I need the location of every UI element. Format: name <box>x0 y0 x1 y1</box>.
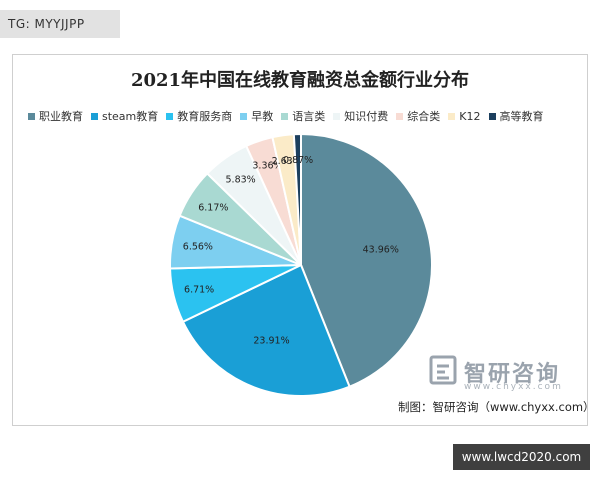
slice-value-label: 43.96% <box>363 245 399 256</box>
slice-value-label: 5.83% <box>226 174 256 185</box>
chart-credit: 制图：智研咨询（www.chyxx.com） <box>398 400 595 414</box>
legend-swatch <box>281 112 289 120</box>
legend-item: 职业教育 <box>28 108 83 124</box>
watermark-name: 智研咨询 <box>464 362 561 387</box>
legend-label: 教育服务商 <box>177 110 233 123</box>
legend-label: 高等教育 <box>499 110 544 123</box>
chart-title: 2021年中国在线教育融资总金额行业分布 <box>130 70 470 91</box>
legend-label: 语言类 <box>292 110 326 123</box>
legend-label: 知识付费 <box>344 110 389 123</box>
legend-label: 早教 <box>251 110 274 123</box>
pie-slice <box>181 263 351 397</box>
tg-badge: TG: MYYJJPP <box>0 10 120 38</box>
legend-swatch <box>28 112 35 120</box>
legend-item: 早教 <box>240 108 273 124</box>
legend-swatch <box>240 112 248 120</box>
legend-swatch <box>91 112 98 120</box>
legend-swatch <box>333 112 341 120</box>
legend-item: 综合类 <box>396 108 440 124</box>
slice-value-label: 2.63% <box>272 156 302 167</box>
pie-slice <box>292 132 302 266</box>
slice-value-label: 0.87% <box>283 155 313 166</box>
legend-item: K12 <box>448 109 481 123</box>
slice-value-label: 3.36% <box>252 161 282 172</box>
slice-value-label: 6.17% <box>198 203 228 214</box>
watermark-url: www.chyxx.com <box>464 382 563 392</box>
watermark-logo: 智研咨询 www.chyxx.com <box>428 354 598 394</box>
legend-label: K12 <box>459 109 481 123</box>
legend-item: 高等教育 <box>488 108 544 124</box>
legend-swatch <box>488 112 496 120</box>
legend-swatch <box>396 112 404 120</box>
legend-label: steam教育 <box>102 110 159 123</box>
legend-item: 教育服务商 <box>166 108 232 124</box>
chart-legend: 职业教育 steam教育 教育服务商 早教 语言类 知识付费 综合类 K12 高等教育 <box>28 108 590 124</box>
pie-slice <box>300 132 433 388</box>
legend-item: 语言类 <box>281 108 325 124</box>
legend-swatch <box>448 112 456 120</box>
slice-value-label: 6.56% <box>183 241 213 252</box>
legend-label: 综合类 <box>407 110 441 123</box>
slice-value-label: 6.71% <box>184 285 214 296</box>
zhiyan-logo-icon <box>429 355 457 385</box>
legend-swatch <box>166 112 174 120</box>
legend-item: steam教育 <box>91 108 158 124</box>
legend-item: 知识付费 <box>333 108 388 124</box>
legend-label: 职业教育 <box>39 110 83 123</box>
slice-value-label: 23.91% <box>253 336 289 347</box>
site-badge: www.lwcd2020.com <box>453 444 590 470</box>
